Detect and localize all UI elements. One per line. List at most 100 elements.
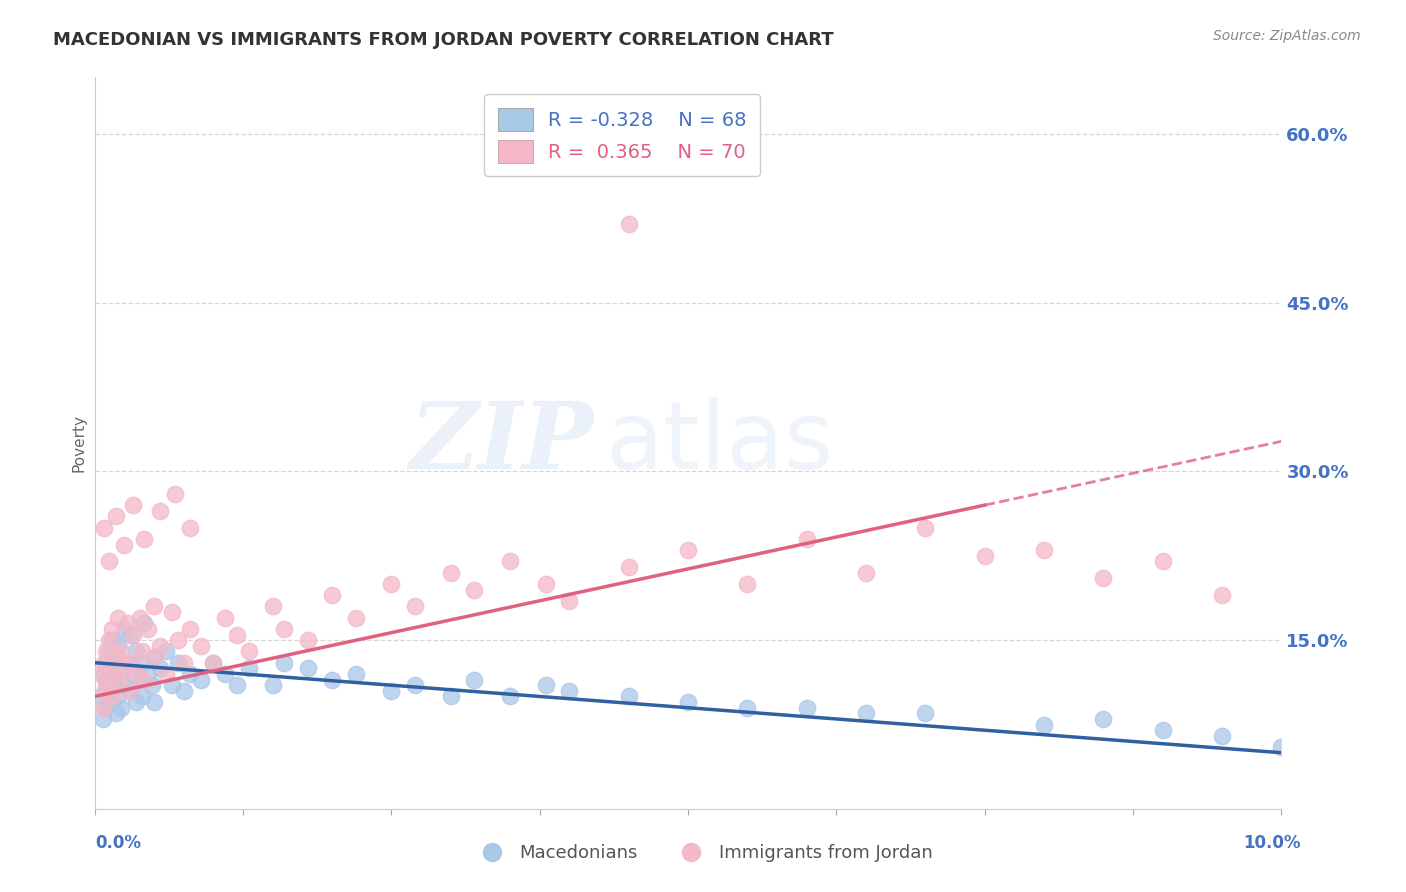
Point	[499, 690, 522, 704]
Point	[165, 487, 187, 501]
Point	[98, 667, 121, 681]
Point	[463, 582, 485, 597]
Point	[89, 667, 111, 681]
Point	[101, 622, 124, 636]
Point	[226, 627, 249, 641]
Point	[101, 690, 124, 704]
Point	[1033, 543, 1056, 558]
Point	[617, 217, 640, 231]
Point	[380, 683, 402, 698]
Point	[737, 577, 759, 591]
Point	[404, 599, 426, 614]
Point	[173, 656, 195, 670]
Point	[262, 678, 284, 692]
Point	[676, 543, 699, 558]
Point	[98, 695, 121, 709]
Point	[93, 521, 115, 535]
Text: MACEDONIAN VS IMMIGRANTS FROM JORDAN POVERTY CORRELATION CHART: MACEDONIAN VS IMMIGRANTS FROM JORDAN POV…	[53, 31, 834, 49]
Point	[131, 656, 153, 670]
Point	[179, 667, 201, 681]
Point	[91, 712, 114, 726]
Point	[297, 661, 319, 675]
Point	[104, 650, 127, 665]
Text: ZIP: ZIP	[409, 398, 593, 488]
Point	[1152, 554, 1174, 568]
Point	[1092, 571, 1115, 585]
Point	[855, 566, 877, 580]
Point	[94, 700, 117, 714]
Point	[499, 554, 522, 568]
Point	[101, 667, 124, 681]
Point	[214, 610, 236, 624]
Point	[97, 683, 120, 698]
Point	[107, 639, 129, 653]
Point	[104, 509, 127, 524]
Point	[125, 644, 148, 658]
Point	[131, 644, 153, 658]
Point	[226, 678, 249, 692]
Point	[297, 633, 319, 648]
Point	[202, 656, 225, 670]
Point	[121, 498, 143, 512]
Point	[404, 678, 426, 692]
Point	[112, 661, 135, 675]
Point	[173, 683, 195, 698]
Point	[558, 683, 581, 698]
Point	[558, 594, 581, 608]
Point	[179, 521, 201, 535]
Point	[128, 673, 150, 687]
Point	[97, 644, 120, 658]
Point	[190, 639, 212, 653]
Point	[120, 683, 142, 698]
Point	[91, 700, 114, 714]
Point	[110, 661, 132, 675]
Point	[107, 610, 129, 624]
Point	[112, 622, 135, 636]
Point	[534, 678, 557, 692]
Point	[796, 700, 818, 714]
Point	[136, 667, 159, 681]
Point	[112, 537, 135, 551]
Point	[273, 622, 295, 636]
Point	[134, 616, 156, 631]
Legend: Macedonians, Immigrants from Jordan: Macedonians, Immigrants from Jordan	[467, 838, 939, 870]
Point	[796, 532, 818, 546]
Point	[96, 678, 118, 692]
Point	[179, 622, 201, 636]
Text: atlas: atlas	[605, 397, 834, 489]
Point	[149, 504, 172, 518]
Text: 0.0%: 0.0%	[96, 834, 142, 852]
Point	[440, 690, 463, 704]
Point	[96, 673, 118, 687]
Point	[344, 667, 367, 681]
Point	[914, 706, 936, 721]
Point	[273, 656, 295, 670]
Point	[120, 656, 142, 670]
Y-axis label: Poverty: Poverty	[72, 414, 86, 472]
Point	[134, 673, 156, 687]
Point	[142, 650, 165, 665]
Point	[89, 690, 111, 704]
Point	[380, 577, 402, 591]
Point	[94, 683, 117, 698]
Point	[97, 633, 120, 648]
Text: 10.0%: 10.0%	[1243, 834, 1301, 852]
Point	[107, 673, 129, 687]
Point	[112, 678, 135, 692]
Point	[136, 622, 159, 636]
Point	[110, 700, 132, 714]
Point	[97, 554, 120, 568]
Point	[93, 656, 115, 670]
Point	[101, 633, 124, 648]
Point	[973, 549, 995, 563]
Point	[202, 656, 225, 670]
Point	[110, 644, 132, 658]
Point	[190, 673, 212, 687]
Point	[149, 639, 172, 653]
Point	[96, 644, 118, 658]
Point	[238, 644, 260, 658]
Point	[120, 627, 142, 641]
Point	[160, 605, 183, 619]
Point	[96, 656, 118, 670]
Point	[107, 690, 129, 704]
